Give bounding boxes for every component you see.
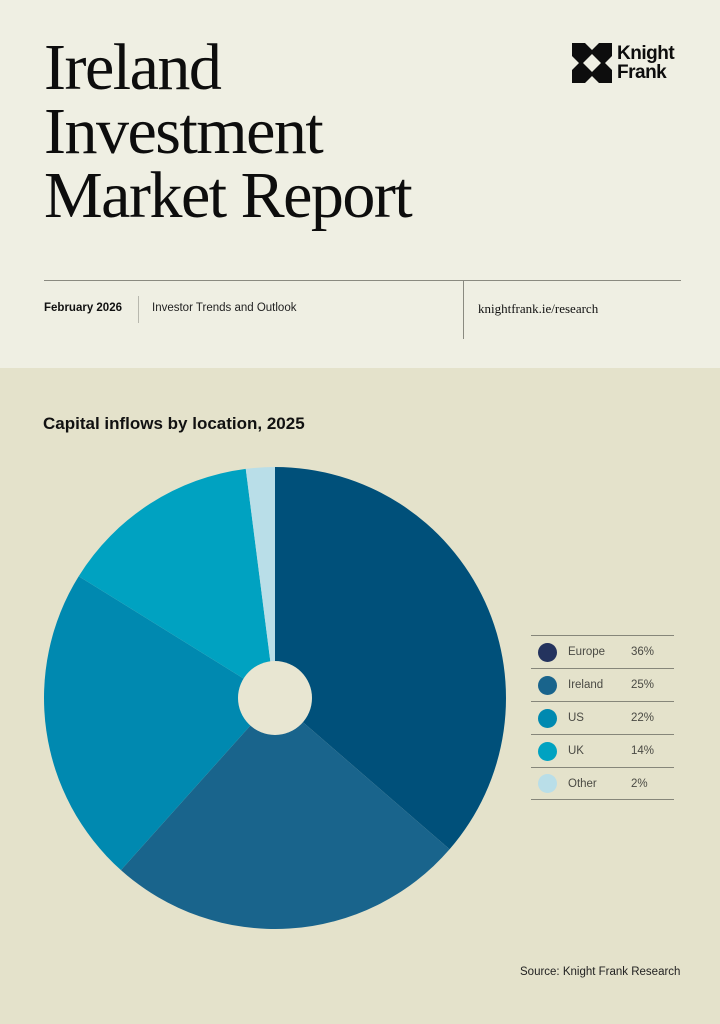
legend-item-uk: UK 14% <box>531 734 674 767</box>
legend-swatch-icon <box>538 708 557 728</box>
pie-center-hole <box>238 661 312 735</box>
pie-chart <box>44 467 506 929</box>
pie-slice-europe <box>275 467 506 850</box>
legend-value: 36% <box>631 646 655 658</box>
legend-label: US <box>568 712 584 724</box>
legend-value: 22% <box>631 712 655 724</box>
pie-slice-other <box>245 467 275 698</box>
pie-slice-us <box>44 576 275 871</box>
title-line-1: Ireland <box>44 31 222 104</box>
vertical-divider <box>138 296 139 323</box>
logo-wordmark: Knight Frank <box>617 43 675 83</box>
legend-label: Ireland <box>568 679 604 691</box>
header-section: Ireland Investment Market Report Knight … <box>0 0 720 368</box>
legend-value: 25% <box>631 679 655 691</box>
legend-value: 2% <box>631 777 648 790</box>
legend-swatch-icon <box>538 774 557 793</box>
logo-line-1: Knight <box>617 43 675 64</box>
chart-title: Capital inflows by location, 2025 <box>43 414 305 433</box>
title-line-2: Investment <box>44 95 324 168</box>
legend-item-ireland: Ireland 25% <box>531 668 674 701</box>
knight-frank-logo: Knight Frank <box>572 43 675 83</box>
legend-item-us: US 22% <box>531 701 674 734</box>
header-divider <box>44 280 681 281</box>
title-line-3: Market Report <box>44 159 413 232</box>
legend-swatch-icon <box>538 675 557 695</box>
legend-label: Europe <box>568 646 606 658</box>
legend-value: 14% <box>631 745 655 757</box>
legend-swatch-icon <box>538 642 557 662</box>
logo-line-2: Frank <box>617 62 667 83</box>
vertical-divider <box>463 281 464 339</box>
report-date: February 2026 <box>44 302 122 314</box>
pie-slice-uk <box>78 468 275 698</box>
knight-frank-checker-logo-icon <box>572 43 612 83</box>
legend-swatch-icon <box>538 741 557 761</box>
report-title: Ireland Investment Market Report <box>44 31 413 232</box>
research-url: knightfrank.ie/research <box>478 301 599 316</box>
legend-label: Other <box>568 777 597 790</box>
chart-legend: Europe 36% Ireland 25% US 22% UK 14% Oth… <box>531 635 674 800</box>
report-subtitle: Investor Trends and Outlook <box>152 302 297 314</box>
source-note: Source: Knight Frank Research <box>520 966 681 978</box>
pie-slice-ireland <box>120 698 450 929</box>
legend-label: UK <box>568 745 584 757</box>
legend-item-other: Other 2% <box>531 767 674 800</box>
legend-item-europe: Europe 36% <box>531 635 674 668</box>
